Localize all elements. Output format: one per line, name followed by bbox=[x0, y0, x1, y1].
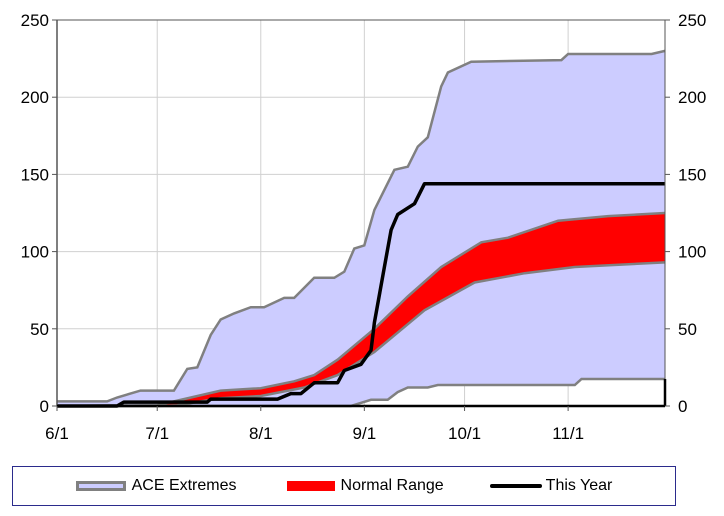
normal-range-upper-edge bbox=[56, 211, 666, 408]
ace-extremes-swatch bbox=[75, 481, 126, 491]
legend-item-this-year: This Year bbox=[489, 477, 613, 495]
ace-chart: 0 0 50 50 100 100 150 150 200 200 250 250 6/1 7/1 8/1 9… bbox=[21, 11, 707, 443]
x-tick-label: 9/1 bbox=[353, 424, 377, 443]
y-tick-label: 0 bbox=[40, 397, 49, 416]
legend-item-normal-range: Normal Range bbox=[286, 477, 444, 495]
normal-range-band bbox=[57, 213, 665, 406]
tick-labels: 0 0 50 50 100 100 150 150 200 200 250 250 6/1 7/1 8/1 9… bbox=[21, 11, 707, 443]
legend-item-ace-extremes: ACE Extremes bbox=[75, 477, 237, 495]
y-tick-label: 200 bbox=[21, 88, 49, 107]
normal-range-swatch bbox=[286, 481, 335, 491]
legend: ACE Extremes Normal Range This Year bbox=[12, 466, 676, 506]
y-tick-label-right: 0 bbox=[678, 397, 687, 416]
this-year-line bbox=[57, 181, 665, 408]
ace-extremes-band bbox=[57, 50, 665, 407]
bands bbox=[56, 49, 666, 408]
y-tick-label: 150 bbox=[21, 165, 49, 184]
y-tick-label: 100 bbox=[21, 243, 49, 262]
legend-label: Normal Range bbox=[340, 477, 444, 494]
legend-label: This Year bbox=[545, 477, 613, 494]
x-tick-label: 10/1 bbox=[448, 424, 481, 443]
x-tick-label: 7/1 bbox=[145, 424, 169, 443]
y-tick-label-right: 100 bbox=[678, 243, 706, 262]
legend-label: ACE Extremes bbox=[131, 477, 237, 494]
x-tick-label: 6/1 bbox=[45, 424, 69, 443]
ace-extremes-upper-edge bbox=[57, 49, 666, 403]
y-tick-label-right: 50 bbox=[678, 320, 697, 339]
axes bbox=[52, 19, 670, 411]
x-tick-label: 8/1 bbox=[249, 424, 273, 443]
x-tick-label: 11/1 bbox=[552, 424, 584, 443]
y-tick-label-right: 200 bbox=[678, 88, 706, 107]
y-tick-label: 250 bbox=[21, 11, 49, 30]
y-tick-label: 50 bbox=[30, 320, 49, 339]
this-year-swatch bbox=[489, 484, 542, 488]
y-tick-label-right: 250 bbox=[678, 11, 706, 30]
ace-extremes-lower-edge bbox=[57, 377, 665, 408]
lines bbox=[57, 181, 665, 408]
y-tick-label-right: 150 bbox=[678, 165, 706, 184]
